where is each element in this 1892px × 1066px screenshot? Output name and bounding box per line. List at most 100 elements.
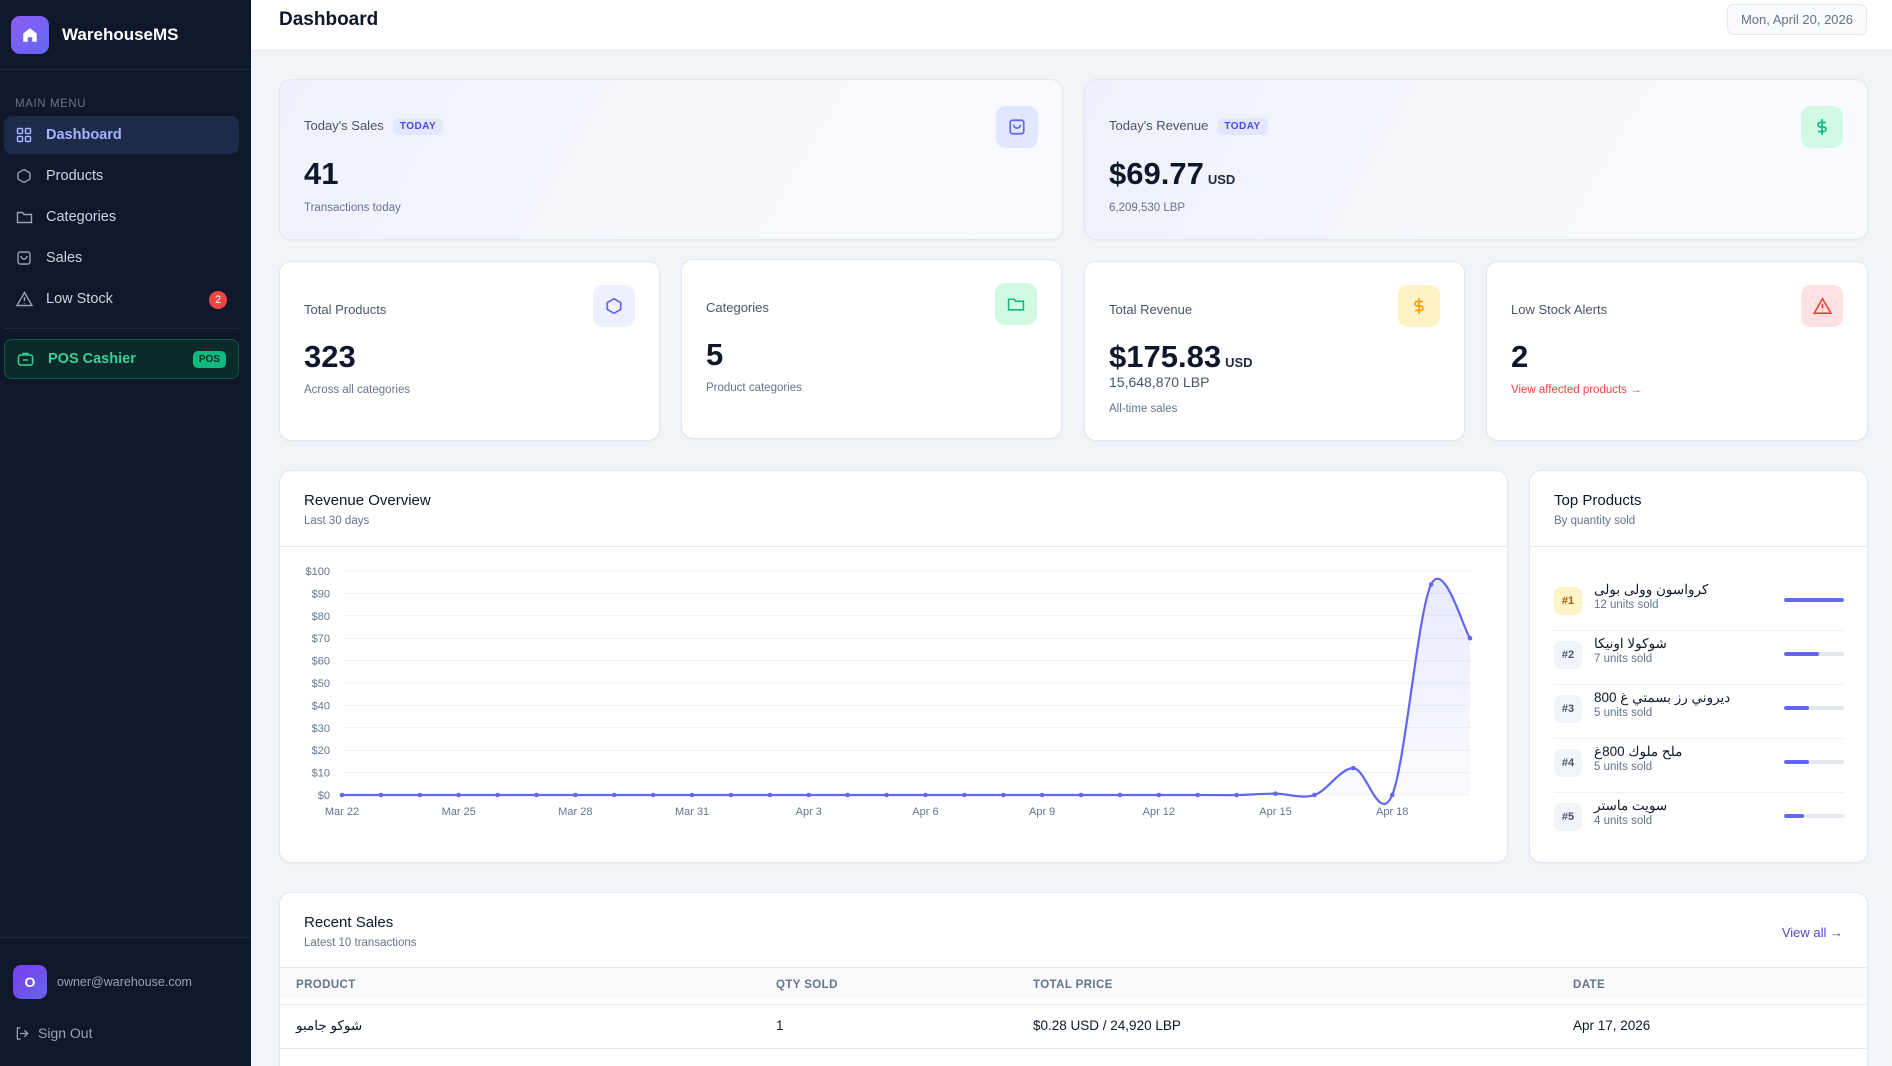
todays-sales-value: 41	[304, 156, 339, 191]
rank-badge: #2	[1554, 641, 1582, 669]
data-point	[962, 792, 967, 798]
sidebar-item-sales[interactable]: Sales	[4, 239, 239, 277]
categories-label: Categories	[706, 300, 769, 315]
box-icon	[15, 167, 33, 185]
y-tick-label: $70	[312, 633, 330, 645]
pos-label: POS Cashier	[48, 351, 136, 367]
data-point	[728, 792, 734, 798]
sidebar-item-low-stock[interactable]: Low Stock 2	[4, 280, 239, 318]
view-all-link[interactable]: View all →	[1781, 925, 1843, 940]
quantity-bar	[1784, 652, 1844, 656]
data-point	[1234, 792, 1239, 798]
divider	[280, 1048, 1867, 1049]
total-revenue-label: Total Revenue	[1109, 302, 1193, 317]
list-item[interactable]: #5 سويت ماستر 4 units sold	[1554, 793, 1844, 847]
rank-badge: #3	[1554, 695, 1582, 723]
divider	[1554, 630, 1844, 631]
product-name: كرواسون وولى بولى	[1594, 582, 1709, 597]
list-item[interactable]: #3 ديروني رز بسمتي غ 800 5 units sold	[1554, 685, 1844, 739]
list-item[interactable]: #2 شوكولا اونيكا 7 units sold	[1554, 631, 1844, 685]
cell-qty: 1	[776, 1018, 784, 1033]
revenue-overview-subtitle: Last 30 days	[304, 515, 370, 527]
units-sold: 5 units sold	[1594, 761, 1653, 773]
low-stock-card: Low Stock Alerts 2 View affected product…	[1486, 261, 1868, 441]
sign-out-button[interactable]: Sign Out	[15, 1025, 92, 1041]
data-point	[1467, 635, 1473, 641]
pos-cashier-button[interactable]: POS Cashier POS	[4, 339, 239, 379]
total-products-card: Total Products 323 Across all categories	[279, 261, 660, 441]
sidebar-item-label: Products	[46, 168, 104, 184]
y-tick-label: $30	[312, 723, 330, 735]
brand[interactable]: WarehouseMS	[0, 0, 251, 70]
column-header-total[interactable]: TOTAL PRICE	[1033, 979, 1113, 991]
todays-revenue-lbp: 6,209,530 LBP	[1109, 202, 1186, 214]
x-tick-label: Apr 6	[912, 806, 938, 818]
sidebar-item-dashboard[interactable]: Dashboard	[4, 116, 239, 154]
data-point	[1078, 792, 1084, 798]
main-nav: Dashboard Products Categories Sales Low …	[4, 116, 239, 321]
y-tick-label: $100	[306, 566, 330, 578]
quantity-bar	[1784, 706, 1844, 710]
low-stock-label: Low Stock Alerts	[1511, 302, 1608, 317]
units-sold: 7 units sold	[1594, 653, 1653, 665]
column-header-qty[interactable]: QTY SOLD	[776, 979, 838, 991]
home-icon	[11, 15, 49, 54]
divider	[280, 967, 1867, 968]
divider	[1554, 738, 1844, 739]
page-title: Dashboard	[279, 9, 379, 30]
sidebar-item-categories[interactable]: Categories	[4, 198, 239, 236]
total-revenue-lbp: 15,648,870 LBP	[1109, 374, 1210, 390]
quantity-fill	[1784, 598, 1844, 602]
units-sold: 12 units sold	[1594, 599, 1659, 611]
todays-sales-label: Today's Sales	[304, 118, 384, 133]
total-revenue-card: Total Revenue $175.83 USD 15,648,870 LBP …	[1084, 261, 1465, 441]
warning-triangle-icon	[1801, 285, 1843, 327]
units-sold: 5 units sold	[1594, 707, 1653, 719]
total-products-label: Total Products	[304, 302, 387, 317]
grid-icon	[15, 126, 33, 144]
top-products-card: Top Products By quantity sold #1 كرواسون…	[1529, 470, 1868, 863]
user-profile[interactable]: O owner@warehouse.com	[13, 965, 192, 999]
divider	[1530, 546, 1867, 547]
currency-unit: USD	[1207, 172, 1236, 187]
data-point	[1312, 792, 1317, 798]
sidebar: WarehouseMS MAIN MENU Dashboard Products…	[0, 0, 251, 1066]
top-products-subtitle: By quantity sold	[1554, 515, 1636, 527]
rank-badge: #1	[1554, 587, 1582, 615]
rank-badge: #5	[1554, 803, 1582, 831]
product-name: شوكولا اونيكا	[1594, 636, 1667, 651]
currency-unit: USD	[1225, 355, 1253, 370]
y-tick-label: $90	[312, 588, 330, 600]
top-bar: Dashboard Mon, April 20, 2026	[251, 0, 1892, 51]
dollar-icon	[1398, 285, 1440, 327]
product-name: ملح ملوك 800غ	[1594, 744, 1683, 759]
recent-sales-subtitle: Latest 10 transactions	[304, 937, 417, 949]
quantity-fill	[1784, 652, 1819, 656]
todays-revenue-card: Today's Revenue TODAY $69.77 USD 6,209,530…	[1084, 79, 1868, 240]
total-products-sub: Across all categories	[304, 384, 411, 396]
recent-sales-title: Recent Sales	[304, 914, 394, 931]
data-point	[573, 792, 578, 798]
sidebar-item-label: Dashboard	[46, 127, 122, 143]
x-tick-label: Mar 28	[558, 806, 592, 818]
x-tick-label: Apr 12	[1143, 806, 1175, 818]
cell-product: شوكو جامبو	[296, 1018, 363, 1033]
view-affected-products-link[interactable]: View affected products →	[1511, 384, 1642, 396]
data-point	[339, 792, 345, 798]
y-tick-label: $50	[312, 678, 330, 690]
column-header-date[interactable]: DATE	[1573, 979, 1606, 991]
x-tick-label: Apr 9	[1029, 806, 1055, 818]
product-name: سويت ماستر	[1594, 798, 1668, 813]
data-point	[650, 792, 656, 798]
y-tick-label: $60	[312, 656, 330, 668]
sidebar-item-products[interactable]: Products	[4, 157, 239, 195]
revenue-area	[342, 578, 1470, 804]
list-item[interactable]: #1 كرواسون وولى بولى 12 units sold	[1554, 577, 1844, 631]
column-header-product[interactable]: PRODUCT	[296, 979, 356, 991]
data-point	[1273, 791, 1278, 796]
revenue-overview-card: Revenue Overview Last 30 days $0 $10 $20 $3…	[279, 470, 1508, 863]
list-item[interactable]: #4 ملح ملوك 800غ 5 units sold	[1554, 739, 1844, 793]
card-label: Today's Sales TODAY	[304, 118, 444, 135]
table-row[interactable]: شوكو جامبو 1 $0.28 USD / 24,920 LBP Apr …	[280, 1005, 1867, 1047]
sidebar-item-label: Categories	[46, 209, 117, 225]
